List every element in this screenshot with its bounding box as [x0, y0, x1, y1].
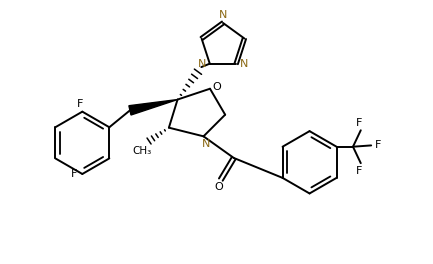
Text: F: F — [355, 118, 362, 128]
Text: N: N — [219, 10, 227, 20]
Text: F: F — [375, 140, 382, 150]
Text: F: F — [77, 99, 84, 109]
Text: CH₃: CH₃ — [132, 147, 151, 157]
Text: F: F — [355, 166, 362, 176]
Text: O: O — [213, 82, 221, 92]
Polygon shape — [129, 100, 178, 115]
Text: O: O — [214, 182, 223, 191]
Text: F: F — [71, 169, 77, 179]
Text: N: N — [201, 139, 210, 149]
Text: N: N — [240, 59, 248, 69]
Text: N: N — [198, 59, 206, 69]
